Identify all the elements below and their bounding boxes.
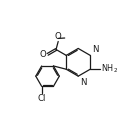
Text: NH$_2$: NH$_2$ xyxy=(101,63,118,75)
Text: N: N xyxy=(92,45,98,54)
Text: Cl: Cl xyxy=(37,93,46,103)
Text: O: O xyxy=(55,32,62,41)
Text: N: N xyxy=(80,77,86,87)
Text: O: O xyxy=(39,50,46,59)
